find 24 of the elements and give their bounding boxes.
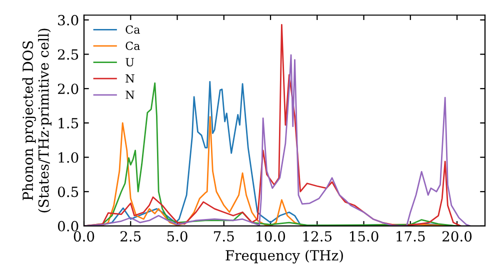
y-tick-label: 3.0: [58, 14, 78, 26]
x-tick-label: 7.5: [214, 231, 234, 242]
y-tick-label: 0.5: [58, 186, 78, 198]
y-axis-title: Phonon projected DOS (States/THz·primitive cell): [22, 28, 52, 212]
legend-label: N: [126, 90, 134, 99]
legend-label: N: [126, 74, 134, 83]
x-tick-label: 20.0: [442, 231, 472, 242]
x-tick-label: 17.5: [396, 231, 425, 242]
legend-label: Ca: [126, 25, 140, 34]
y-tick-label: 1.5: [58, 118, 78, 128]
y-tick-label: 2.0: [58, 84, 78, 94]
x-tick-label: 10.0: [256, 231, 286, 242]
x-tick-label: 12.5: [303, 231, 332, 242]
x-axis-title: Frequency (THz): [226, 250, 343, 264]
y-tick-label: 1.0: [58, 152, 78, 163]
x-tick-label: 15.0: [350, 231, 378, 242]
x-tick-label: 2.5: [120, 231, 141, 242]
legend-label: Ca: [126, 42, 140, 50]
x-tick-label: 5.0: [167, 231, 188, 242]
legend-label: U: [126, 58, 134, 66]
line-series: [84, 54, 471, 226]
x-tick-label: 0.0: [74, 231, 94, 242]
y-tick-label: 2.5: [58, 49, 78, 60]
y-tick-label: 0.0: [58, 220, 78, 232]
